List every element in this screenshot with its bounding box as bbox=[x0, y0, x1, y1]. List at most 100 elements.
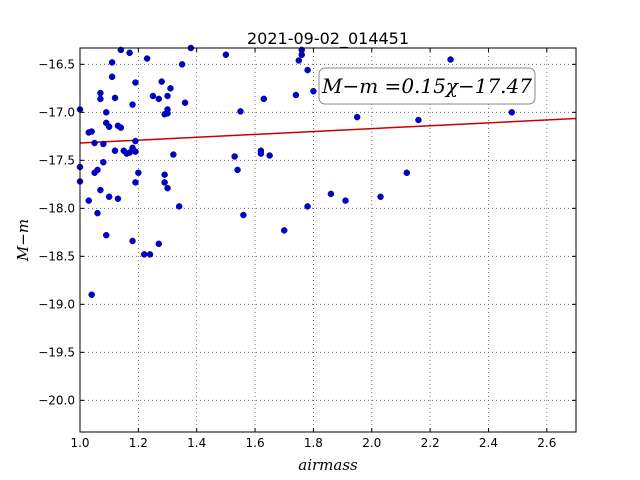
y-tick-label: −18.0 bbox=[38, 201, 75, 215]
data-point bbox=[91, 139, 98, 147]
data-point bbox=[280, 227, 288, 234]
data-point bbox=[447, 56, 454, 63]
x-axis-label: airmass bbox=[298, 456, 358, 474]
x-tick-labels: 1.0 1.2 1.4 1.6 1.8 2.0 2.2 2.4 2.6 bbox=[70, 436, 556, 450]
data-point bbox=[111, 94, 119, 102]
data-point bbox=[257, 150, 265, 157]
chart-title: 2021-09-02_014451 bbox=[247, 29, 409, 49]
y-tick-labels: −16.5 −17.0 −17.5 −18.0 −18.5 −19.0 −19.5 −20.0 bbox=[38, 57, 75, 407]
data-point bbox=[260, 95, 268, 103]
data-point bbox=[105, 123, 113, 130]
data-point bbox=[94, 209, 101, 217]
data-point bbox=[295, 57, 303, 64]
data-point bbox=[100, 158, 107, 166]
data-point bbox=[161, 179, 168, 186]
data-point bbox=[132, 137, 139, 145]
data-point bbox=[266, 152, 273, 159]
data-point bbox=[164, 92, 171, 100]
x-tick-label: 2.2 bbox=[421, 436, 440, 450]
data-point bbox=[97, 89, 104, 97]
data-point bbox=[85, 197, 93, 204]
plot-area: M−m =0.15χ−17.47 bbox=[76, 44, 577, 433]
data-point bbox=[377, 193, 384, 201]
data-point bbox=[149, 92, 157, 100]
data-point bbox=[327, 190, 335, 198]
data-point bbox=[403, 169, 411, 177]
data-point bbox=[108, 59, 116, 66]
data-point bbox=[304, 66, 311, 74]
x-tick-label: 1.2 bbox=[129, 436, 148, 450]
data-point bbox=[237, 108, 244, 115]
axis-ticks bbox=[79, 48, 576, 432]
data-point bbox=[132, 79, 139, 86]
x-tick-label: 1.6 bbox=[246, 436, 265, 450]
data-point bbox=[111, 147, 119, 154]
annotation-box bbox=[318, 67, 536, 105]
data-point bbox=[97, 95, 104, 103]
data-point bbox=[132, 148, 139, 155]
data-point bbox=[170, 151, 177, 158]
grid bbox=[79, 48, 576, 432]
data-point bbox=[234, 166, 241, 174]
y-tick-label: −17.5 bbox=[38, 153, 75, 167]
x-tick-label: 1.0 bbox=[70, 436, 89, 450]
data-point bbox=[155, 95, 163, 103]
data-point bbox=[181, 99, 189, 106]
data-point bbox=[292, 91, 300, 99]
data-point bbox=[103, 231, 110, 239]
data-point bbox=[108, 73, 116, 81]
data-point bbox=[88, 291, 95, 298]
data-point bbox=[508, 109, 516, 116]
data-point bbox=[158, 78, 165, 85]
y-tick-label: −16.5 bbox=[38, 57, 75, 71]
data-point bbox=[155, 240, 163, 248]
data-point bbox=[167, 85, 174, 92]
x-tick-label: 2.4 bbox=[479, 436, 498, 450]
data-point bbox=[105, 193, 113, 201]
data-point bbox=[415, 116, 422, 124]
data-point bbox=[129, 237, 136, 245]
x-tick-label: 1.8 bbox=[304, 436, 323, 450]
y-tick-label: −20.0 bbox=[38, 393, 75, 407]
data-point bbox=[353, 113, 361, 121]
y-tick-label: −19.0 bbox=[38, 297, 75, 311]
fit-line-layer bbox=[79, 117, 577, 144]
x-tick-label: 2.0 bbox=[362, 436, 381, 450]
plot-frame bbox=[79, 47, 577, 433]
data-point bbox=[175, 203, 183, 210]
y-tick-label: −17.0 bbox=[38, 105, 75, 119]
data-points bbox=[76, 44, 516, 298]
data-point bbox=[132, 179, 139, 186]
y-tick-label: −18.5 bbox=[38, 249, 75, 263]
data-point bbox=[178, 61, 186, 68]
data-point bbox=[298, 51, 305, 58]
data-point bbox=[140, 251, 148, 258]
data-point bbox=[114, 195, 122, 202]
fit-line bbox=[79, 117, 577, 144]
data-point bbox=[100, 140, 107, 148]
data-point bbox=[88, 128, 95, 135]
data-point bbox=[129, 101, 136, 108]
data-point bbox=[231, 153, 238, 160]
data-point bbox=[146, 251, 154, 258]
y-tick-label: −19.5 bbox=[38, 345, 75, 359]
data-point bbox=[117, 124, 125, 131]
data-point bbox=[222, 51, 230, 58]
data-point bbox=[135, 169, 142, 177]
data-point bbox=[304, 203, 311, 210]
data-point bbox=[126, 49, 133, 57]
data-point bbox=[103, 109, 110, 116]
data-point bbox=[240, 211, 247, 219]
plot-background bbox=[80, 48, 576, 432]
x-tick-label: 1.4 bbox=[187, 436, 206, 450]
data-point bbox=[97, 186, 104, 194]
data-point bbox=[164, 110, 171, 117]
data-point bbox=[94, 166, 101, 174]
fit-annotation: M−m =0.15χ−17.47 bbox=[318, 67, 536, 105]
data-point bbox=[143, 55, 151, 62]
annotation-text: M−m =0.15χ−17.47 bbox=[321, 74, 532, 98]
x-tick-label: 2.6 bbox=[537, 436, 556, 450]
data-point bbox=[310, 87, 317, 95]
y-axis-label: M−m bbox=[14, 219, 32, 262]
